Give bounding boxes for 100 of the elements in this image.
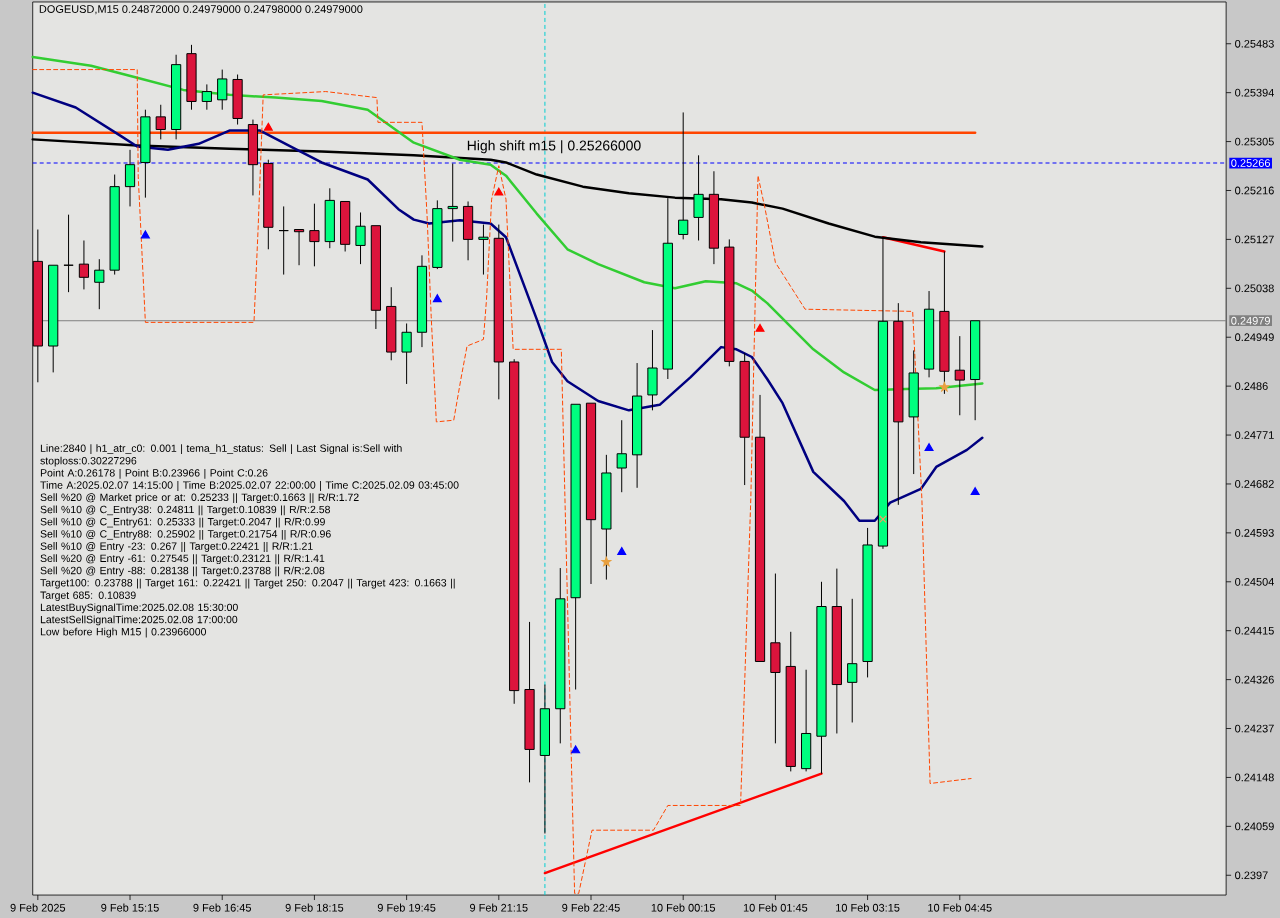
- x-tick-label: 9 Feb 2025: [10, 903, 66, 912]
- candlestick: [770, 573, 781, 744]
- candlestick: [693, 154, 704, 241]
- candlestick: [816, 581, 827, 775]
- point: [140, 230, 150, 239]
- x-tick-label: 9 Feb 16:45: [193, 903, 252, 912]
- candlestick: [186, 44, 197, 111]
- candlestick: [893, 302, 904, 506]
- y-tick-label: 0.24415: [1235, 626, 1274, 635]
- candlestick: [124, 149, 136, 207]
- candlestick: [217, 69, 228, 111]
- y-tick-label: 0.2486: [1235, 382, 1268, 391]
- candlestick: [539, 684, 551, 834]
- point: [755, 323, 765, 332]
- point: [571, 745, 581, 754]
- annotation: Sell %10 @ C_Entry88: 0.25902 || Target:0.21754 || R/R:0.96: [40, 529, 331, 540]
- candlestick: [478, 224, 489, 276]
- candlestick: [355, 211, 366, 265]
- y-tick-label: 0.25216: [1235, 186, 1274, 195]
- x-tick-label: 9 Feb 19:45: [377, 903, 436, 912]
- y-tick-label: 0.2397: [1235, 871, 1268, 880]
- candlestick: [63, 214, 74, 293]
- annotation: Point A:0.26178 | Point B:0.23966 | Point C:0.26: [40, 468, 268, 479]
- candlestick: [631, 362, 643, 489]
- annotation: Time A:2025.02.07 14:15:00 | Time B:2025.02.07 22:00:00 | Time C:2025.02.09 03:45:00: [40, 481, 459, 491]
- x-tick-label: 10 Feb 03:15: [836, 903, 900, 912]
- candlestick: [386, 286, 397, 361]
- candlestick: [432, 199, 443, 270]
- candlestick: [509, 358, 520, 705]
- annotation: Sell %10 @ C_Entry38: 0.24811 || Target:0.10839 || R/R:2.58: [40, 505, 330, 516]
- annotation: Low before High M15 | 0.23966000: [40, 627, 207, 638]
- point: [970, 487, 980, 496]
- candlestick: [78, 240, 90, 290]
- candlestick: [923, 290, 935, 378]
- annotation: High shift m15 | 0.25266000: [467, 140, 641, 154]
- annotation: Line:2840 | h1_atr_c0: 0.001 | tema_h1_status: Sell | Last Signal is:Sell with stoploss:0.30227296: [40, 444, 402, 467]
- candlestick: [647, 329, 658, 411]
- y-tick-label: 0.24326: [1235, 675, 1274, 684]
- y-tick-label: 0.25305: [1235, 137, 1274, 146]
- candlestick: [155, 104, 166, 140]
- point: [263, 122, 273, 131]
- candlestick: [416, 254, 428, 348]
- candlestick: [601, 454, 612, 581]
- y-tick-label: 0.24059: [1235, 822, 1274, 831]
- candlestick: [263, 159, 274, 250]
- x-tick-label: 10 Feb 00:15: [651, 903, 716, 912]
- y-tick-label: 0.24237: [1235, 724, 1274, 733]
- candlestick: [847, 598, 858, 723]
- annotation: Sell %20 @ Entry -88: 0.28138 || Target:0.23788 || R/R:2.08: [40, 566, 325, 577]
- candlestick: [524, 621, 535, 783]
- candlestick: [309, 203, 320, 267]
- candlestick: [278, 205, 289, 276]
- point: [924, 443, 934, 452]
- annotation: LatestSellSignalTime:2025.02.08 17:00:00: [40, 615, 238, 626]
- x-tick-label: 9 Feb 22:45: [562, 903, 620, 912]
- y-tick-label: 0.25394: [1235, 88, 1274, 97]
- candlestick: [724, 238, 735, 367]
- y-tick-label: 0.24949: [1235, 333, 1274, 342]
- candlestick: [908, 349, 919, 475]
- y-tick-label: 0.25038: [1235, 284, 1274, 293]
- candlestick: [201, 83, 212, 111]
- x-tick-label: 10 Feb 01:45: [743, 903, 808, 912]
- ref-line-label: 0.25266: [1231, 159, 1270, 167]
- annotation: Sell %10 @ C_Entry61: 0.25333 || Target:0.2047 || R/R:0.99: [40, 517, 325, 528]
- candlestick: [954, 335, 965, 416]
- point: [617, 547, 627, 555]
- point: [494, 187, 504, 196]
- x-tick-label: 10 Feb 04:45: [928, 903, 992, 912]
- candlestick: [94, 258, 105, 310]
- chart-title: DOGEUSD,M15 0.24872000 0.24979000 0.24798000 0.24979000: [39, 5, 363, 15]
- annotation: Sell %10 @ Entry -23: 0.267 || Target:0.22421 || R/R:1.21: [40, 542, 313, 552]
- y-tick-label: 0.24148: [1235, 773, 1274, 782]
- candlestick: [831, 568, 842, 734]
- candlestick: [462, 200, 474, 261]
- x-tick-label: 9 Feb 15:15: [101, 903, 159, 912]
- y-tick-label: 0.24593: [1235, 529, 1274, 537]
- point: [432, 294, 442, 303]
- line-series: [32, 69, 972, 894]
- candlestick: [447, 163, 458, 243]
- x-tick-label: 9 Feb 21:15: [470, 903, 528, 912]
- y-tick-label: 0.24504: [1235, 577, 1274, 586]
- candlestick: [801, 669, 812, 772]
- candlestick: [401, 322, 412, 385]
- candlestick: [109, 174, 120, 276]
- ref-line-label: 0.24979: [1231, 316, 1270, 325]
- annotation: Sell %20 @ Entry -61: 0.27545 || Target:0.23121 || R/R:1.41: [40, 554, 325, 565]
- candlestick: [939, 250, 950, 395]
- annotation: Target100: 0.23788 || Target 161: 0.22421 || Target 250: 0.2047 || Target 423: 0.1663 || Target 685: 0.10839: [40, 578, 455, 601]
- y-tick-label: 0.24771: [1235, 431, 1274, 439]
- y-tick-label: 0.25127: [1235, 235, 1274, 244]
- line-series: [31, 55, 984, 392]
- point: [601, 556, 612, 567]
- candlestick: [493, 224, 504, 400]
- candlestick: [862, 527, 873, 678]
- annotation: LatestBuySignalTime:2025.02.08 15:30:00: [40, 603, 238, 614]
- candlestick: [555, 567, 566, 744]
- candlestick: [739, 352, 750, 486]
- y-tick-label: 0.25483: [1235, 39, 1274, 48]
- annotation: Sell %20 @ Market price or at: 0.25233 || Target:0.1663 || R/R:1.72: [40, 493, 359, 504]
- y-tick-label: 0.24682: [1235, 480, 1274, 488]
